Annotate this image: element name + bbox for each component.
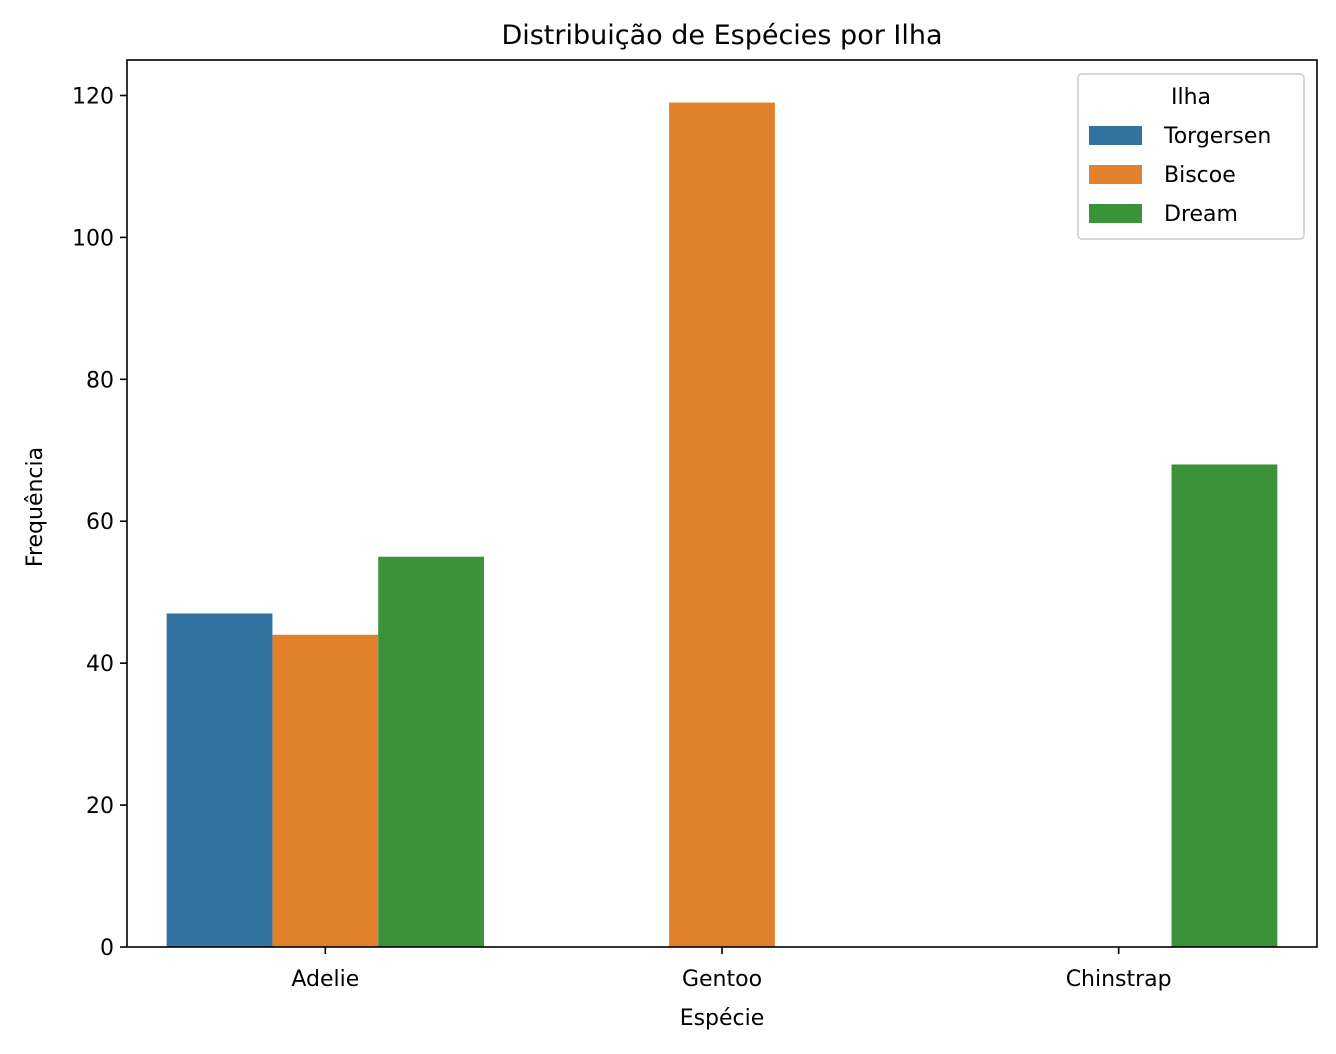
legend-box	[1077, 73, 1305, 240]
y-tick-label: 80	[86, 368, 114, 393]
legend-swatch-dream	[1089, 204, 1142, 223]
legend: Ilha Torgersen Biscoe Dream	[1077, 73, 1305, 240]
bar-chinstrap-dream	[1171, 464, 1278, 947]
bar-adelie-biscoe	[272, 634, 379, 947]
legend-title: Ilha	[1171, 85, 1211, 110]
x-tick-label: Gentoo	[682, 967, 762, 992]
bar-adelie-torgersen	[166, 613, 273, 947]
legend-label-dream: Dream	[1164, 202, 1238, 227]
y-tick-label: 20	[86, 794, 114, 819]
x-tick-label: Chinstrap	[1066, 967, 1172, 992]
y-tick-label: 60	[86, 510, 114, 535]
y-tick-label: 120	[72, 84, 114, 109]
legend-swatch-torgersen	[1089, 126, 1142, 145]
y-tick-label: 40	[86, 652, 114, 677]
y-tick-label: 100	[72, 226, 114, 251]
chart-title: Distribuição de Espécies por Ilha	[501, 20, 942, 51]
legend-label-biscoe: Biscoe	[1164, 163, 1236, 188]
legend-label-torgersen: Torgersen	[1163, 124, 1271, 149]
x-axis-label: Espécie	[680, 1006, 765, 1031]
bar-gentoo-biscoe	[669, 102, 775, 948]
bar-adelie-dream	[378, 556, 484, 947]
legend-swatch-biscoe	[1089, 165, 1142, 184]
y-axis-label: Frequência	[23, 447, 48, 567]
x-tick-label: Adelie	[291, 967, 359, 992]
y-tick-label: 0	[100, 936, 114, 961]
